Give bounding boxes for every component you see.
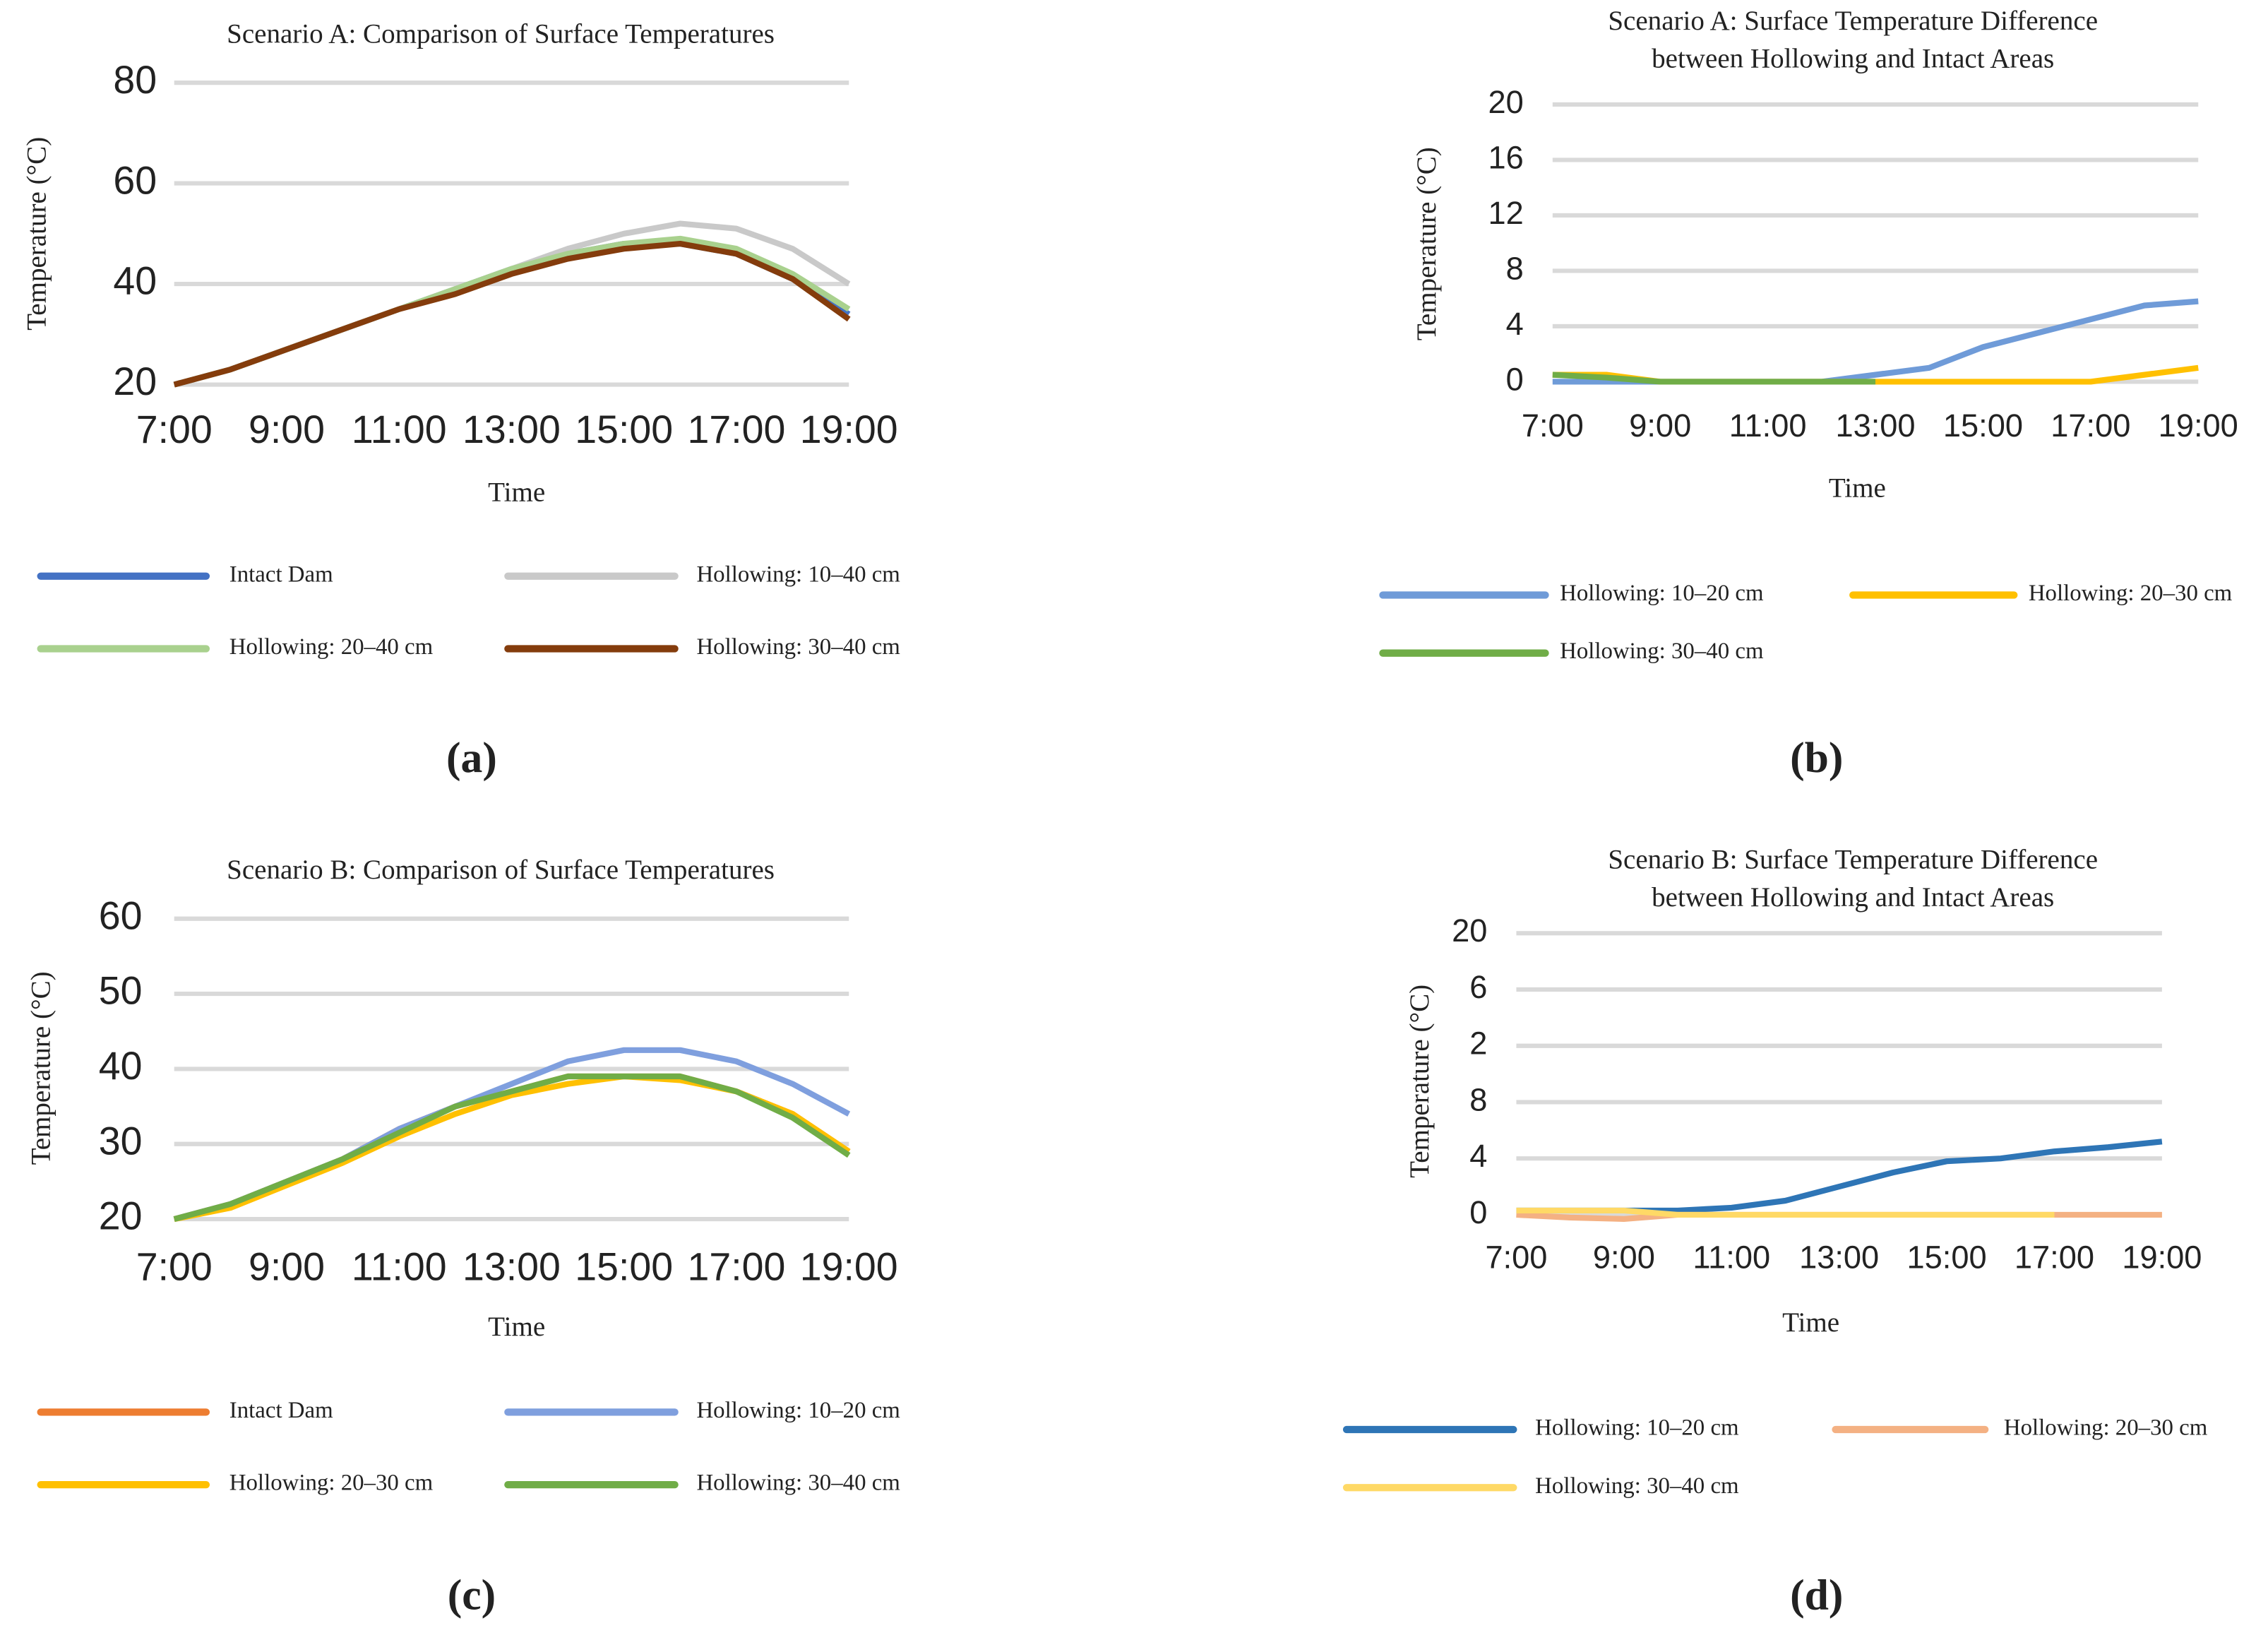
x-tick-label: 9:00 <box>1593 1240 1655 1276</box>
legend-label: Hollowing: 30–40 cm <box>1560 638 1764 664</box>
chart-title: between Hollowing and Intact Areas <box>1652 43 2054 73</box>
y-axis-title: Temperature (°C) <box>1404 985 1435 1178</box>
panel: Scenario B: Comparison of Surface Temper… <box>26 855 901 1620</box>
x-tick-label: 9:00 <box>249 1245 325 1289</box>
legend-label: Intact Dam <box>229 1398 333 1423</box>
y-tick-label: 4 <box>1469 1138 1487 1174</box>
y-tick-label: 0 <box>1506 361 1524 397</box>
x-tick-label: 19:00 <box>800 1245 898 1289</box>
x-axis-title: Time <box>488 1312 545 1342</box>
series-line <box>1516 1139 2163 1214</box>
x-tick-label: 15:00 <box>1943 408 2023 444</box>
x-tick-label: 19:00 <box>2159 408 2238 444</box>
y-tick-label: 80 <box>113 58 157 102</box>
y-tick-label: 12 <box>1488 195 1523 231</box>
x-tick-label: 11:00 <box>1729 408 1807 444</box>
legend-label: Intact Dam <box>229 561 333 587</box>
panel: Scenario B: Surface Temperature Differen… <box>1342 845 2208 1620</box>
legend-label: Hollowing: 20–30 cm <box>2029 581 2233 606</box>
chart-title: Scenario B: Comparison of Surface Temper… <box>227 855 775 885</box>
x-tick-label: 15:00 <box>575 408 673 451</box>
subfigure-label: (b) <box>1790 734 1843 782</box>
chart-title: Scenario A: Comparison of Surface Temper… <box>227 18 775 49</box>
x-tick-label: 7:00 <box>1485 1240 1547 1276</box>
x-tick-label: 17:00 <box>688 1245 786 1289</box>
legend-label: Hollowing: 10–20 cm <box>696 1398 900 1423</box>
x-tick-label: 19:00 <box>800 408 898 451</box>
x-tick-label: 17:00 <box>2051 408 2130 444</box>
legend-label: Hollowing: 20–30 cm <box>229 1470 434 1496</box>
y-tick-label: 20 <box>113 360 157 403</box>
chart-title: between Hollowing and Intact Areas <box>1652 882 2054 913</box>
series-line <box>173 1047 851 1223</box>
y-tick-label: 4 <box>1506 306 1524 342</box>
x-tick-label: 11:00 <box>1693 1240 1770 1276</box>
x-tick-label: 17:00 <box>688 408 786 451</box>
x-tick-label: 15:00 <box>575 1245 673 1289</box>
x-tick-label: 7:00 <box>1522 408 1584 444</box>
x-tick-label: 9:00 <box>249 408 325 451</box>
legend-label: Hollowing: 20–40 cm <box>229 634 434 660</box>
series-line <box>1552 372 1876 385</box>
series-line <box>173 220 851 388</box>
x-tick-label: 7:00 <box>136 408 213 451</box>
x-tick-label: 19:00 <box>2122 1240 2202 1276</box>
x-tick-label: 13:00 <box>1799 1240 1879 1276</box>
y-tick-label: 60 <box>99 893 143 937</box>
legend-label: Hollowing: 10–20 cm <box>1535 1415 1739 1441</box>
legend-label: Hollowing: 20–30 cm <box>2004 1415 2208 1441</box>
legend-label: Hollowing: 30–40 cm <box>696 634 900 660</box>
panel: Scenario A: Comparison of Surface Temper… <box>22 18 901 782</box>
y-axis-title: Temperature (°C) <box>1411 147 1442 340</box>
y-tick-label: 50 <box>99 969 143 1013</box>
legend-label: Hollowing: 30–40 cm <box>696 1470 900 1496</box>
x-tick-label: 13:00 <box>462 408 561 451</box>
panel: Scenario A: Surface Temperature Differen… <box>1379 6 2238 782</box>
y-tick-label: 30 <box>99 1119 143 1163</box>
series-line <box>173 1073 851 1223</box>
y-tick-label: 20 <box>1452 913 1487 949</box>
x-axis-title: Time <box>1829 473 1886 503</box>
y-tick-label: 2 <box>1469 1026 1487 1062</box>
y-tick-label: 20 <box>1488 84 1523 120</box>
x-axis-title: Time <box>488 477 545 508</box>
legend-label: Hollowing: 10–40 cm <box>696 561 900 587</box>
subfigure-label: (d) <box>1790 1571 1843 1620</box>
x-tick-label: 13:00 <box>1835 408 1915 444</box>
chart-title: Scenario B: Surface Temperature Differen… <box>1608 845 2098 875</box>
legend-label: Hollowing: 30–40 cm <box>1535 1473 1739 1499</box>
y-tick-label: 40 <box>99 1044 143 1088</box>
y-axis-title: Temperature (°C) <box>22 137 52 331</box>
x-tick-label: 11:00 <box>352 408 447 451</box>
x-tick-label: 7:00 <box>136 1245 213 1289</box>
y-tick-label: 8 <box>1469 1081 1487 1117</box>
y-tick-label: 8 <box>1506 250 1524 286</box>
y-tick-label: 20 <box>99 1194 143 1238</box>
subfigure-label: (a) <box>446 734 497 782</box>
series-line <box>173 240 851 388</box>
series-line <box>1516 1207 2055 1218</box>
series-line <box>173 240 851 388</box>
y-tick-label: 0 <box>1469 1194 1487 1230</box>
legend-label: Hollowing: 10–20 cm <box>1560 581 1764 606</box>
y-tick-label: 60 <box>113 158 157 202</box>
x-tick-label: 17:00 <box>2015 1240 2094 1276</box>
subfigure-label: (c) <box>448 1571 496 1620</box>
y-axis-title: Temperature (°C) <box>26 971 56 1165</box>
y-tick-label: 16 <box>1488 139 1523 175</box>
y-tick-label: 6 <box>1469 969 1487 1005</box>
chart-title: Scenario A: Surface Temperature Differen… <box>1608 6 2098 36</box>
x-tick-label: 9:00 <box>1629 408 1691 444</box>
x-tick-label: 11:00 <box>352 1245 447 1289</box>
series-line <box>1552 298 2199 385</box>
x-tick-label: 13:00 <box>462 1245 561 1289</box>
x-axis-title: Time <box>1782 1307 1839 1338</box>
x-tick-label: 15:00 <box>1907 1240 1987 1276</box>
y-tick-label: 40 <box>113 259 157 303</box>
